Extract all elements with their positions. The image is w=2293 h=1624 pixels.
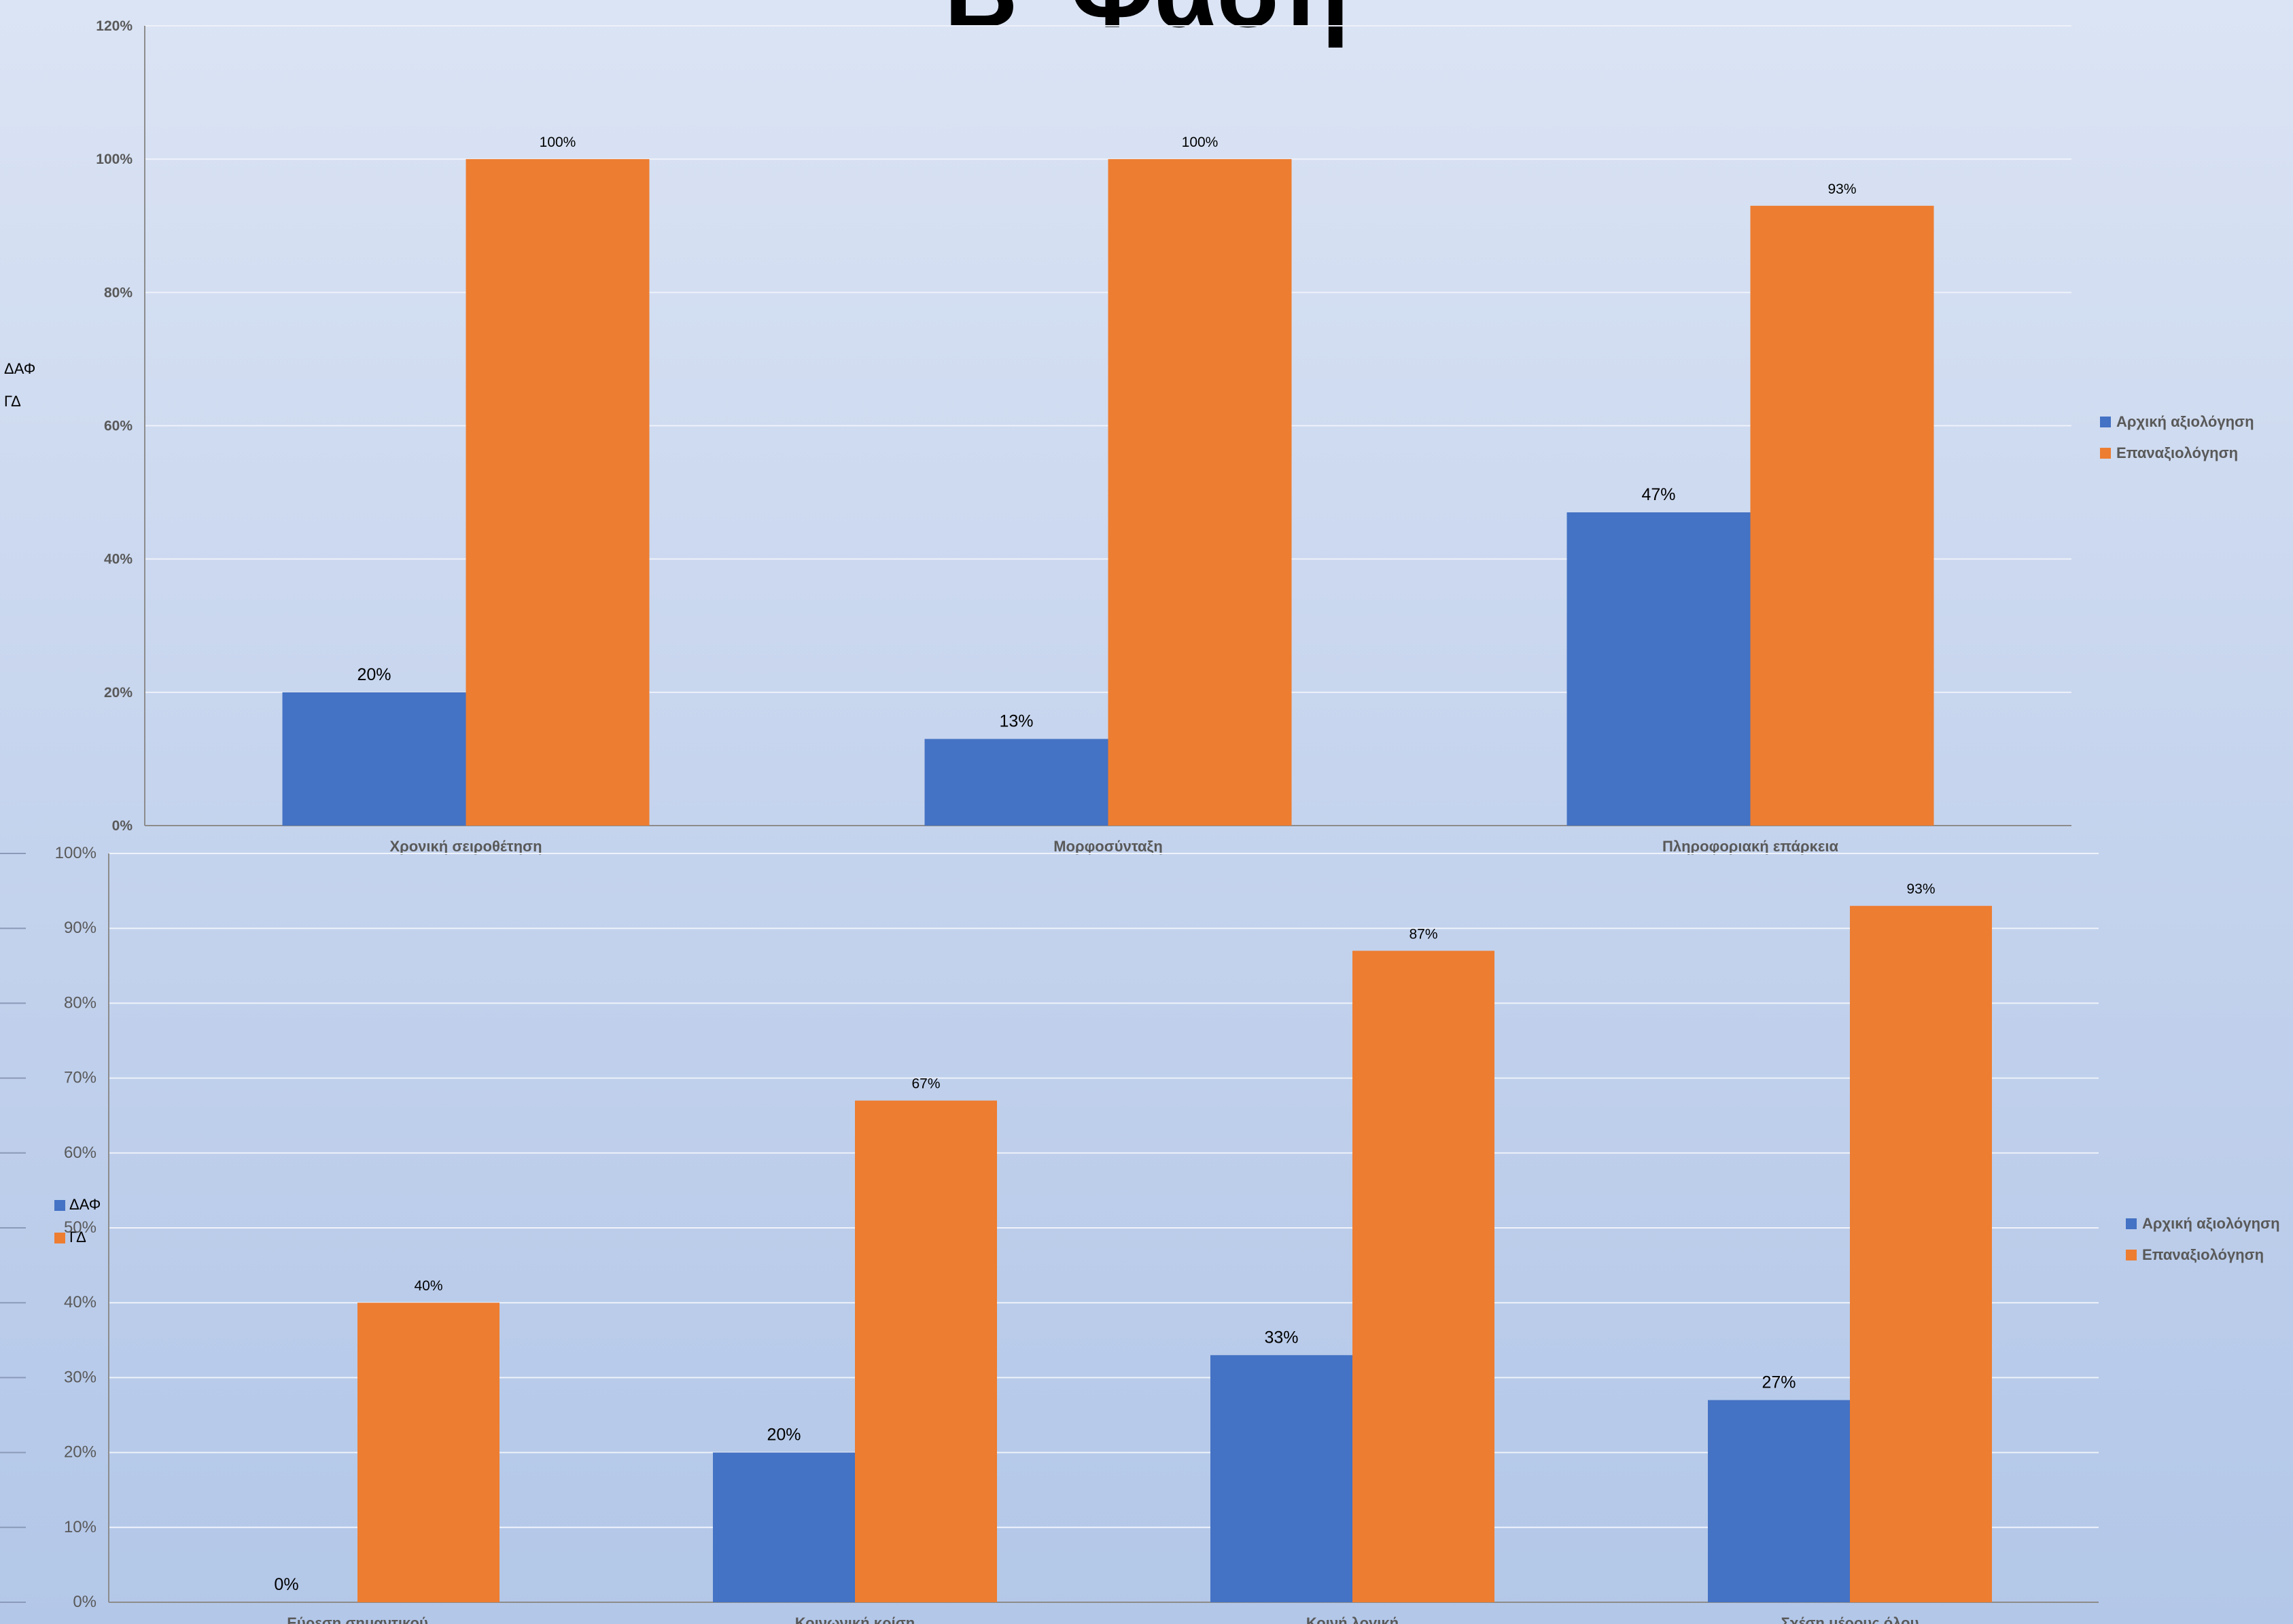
y-tick-label: 100% [96, 152, 133, 167]
slide-title: Β' Φάση [0, 0, 2293, 42]
y-tick-label: 60% [64, 1144, 97, 1162]
bar [1708, 1400, 1850, 1602]
legend-swatch [2100, 448, 2111, 459]
legend-label: Επαναξιολόγηση [2142, 1246, 2264, 1263]
data-label: 20% [767, 1426, 801, 1445]
bar [1566, 512, 1751, 826]
y-tick-label: 0% [112, 818, 133, 834]
chart-top: 0% 20% 40% 60% 80% 100% 120% 20% 100% Χρονική σει… [96, 18, 2254, 855]
y-tick-label: 90% [64, 919, 97, 937]
legend-swatch [2126, 1250, 2137, 1260]
stray-legend-entry-bottom-2: ΓΔ [54, 1229, 86, 1246]
y-tick-label: 80% [64, 993, 97, 1012]
x-tick-label: Σχέση μέρους όλου [1781, 1614, 1919, 1624]
legend-swatch [2126, 1218, 2137, 1229]
y-tick-label: 80% [104, 285, 133, 300]
data-label: 33% [1264, 1328, 1298, 1347]
x-tick-label: Εύρεση σημαντικού [287, 1614, 428, 1624]
stray-legend-label-top-2: ΓΔ [4, 393, 21, 410]
stray-legend-label-top-1: ΔΑΦ [4, 360, 36, 377]
data-label: 0% [274, 1575, 298, 1594]
bar [1210, 1355, 1352, 1602]
data-label: 100% [540, 135, 576, 150]
y-tick-label: 70% [64, 1069, 97, 1087]
y-tick-label: 120% [96, 18, 133, 34]
y-tick-label: 50% [64, 1218, 97, 1237]
bar [924, 739, 1108, 826]
stray-legend-entry-bottom-1: ΔΑΦ [54, 1196, 101, 1214]
stray-legend-label-bottom-1: ΔΑΦ [69, 1196, 101, 1213]
x-tick-label: Χρονική σειροθέτηση [389, 838, 542, 855]
y-tick-label: 30% [64, 1368, 97, 1386]
bar [282, 692, 466, 826]
data-label: 67% [911, 1076, 940, 1092]
data-label: 20% [357, 665, 391, 684]
legend-swatch-blue [54, 1200, 65, 1212]
bar [466, 159, 650, 826]
x-tick-label: Μορφοσύνταξη [1053, 838, 1163, 855]
y-tick-label: 60% [104, 419, 133, 434]
x-tick-label: Πληροφοριακή επάρκεια [1662, 838, 1838, 855]
stray-legend-label-bottom-2: ΓΔ [69, 1229, 86, 1246]
bar [1850, 906, 1992, 1602]
y-tick-label: 20% [104, 685, 133, 701]
legend-swatch [2100, 417, 2111, 427]
data-label: 87% [1409, 926, 1437, 942]
data-label: 47% [1641, 485, 1675, 504]
legend-label: Αρχική αξιολόγηση [2116, 413, 2254, 430]
y-tick-label: 40% [104, 552, 133, 567]
legend-swatch-orange [54, 1233, 65, 1244]
data-label: 40% [414, 1278, 442, 1294]
legend-label: Επαναξιολόγηση [2116, 444, 2238, 461]
x-tick-label: Κοινωνική κρίση [795, 1614, 915, 1624]
data-label: 100% [1182, 135, 1219, 150]
bar [1750, 205, 1934, 826]
x-tick-label: Κοινή λογική [1306, 1614, 1399, 1624]
y-tick-label: 20% [64, 1443, 97, 1462]
bar [357, 1303, 500, 1602]
bar [855, 1100, 997, 1602]
y-tick-label: 100% [55, 844, 97, 862]
bar [713, 1452, 855, 1602]
bar [1108, 159, 1292, 826]
y-tick-label: 0% [73, 1593, 97, 1611]
bar [1352, 951, 1494, 1602]
data-label: 93% [1827, 181, 1856, 197]
data-label: 27% [1762, 1373, 1796, 1392]
y-tick-label: 10% [64, 1518, 97, 1536]
legend-label: Αρχική αξιολόγηση [2142, 1215, 2280, 1232]
y-tick-label: 40% [64, 1293, 97, 1311]
data-label: 13% [999, 711, 1033, 730]
data-label: 93% [1906, 881, 1935, 897]
